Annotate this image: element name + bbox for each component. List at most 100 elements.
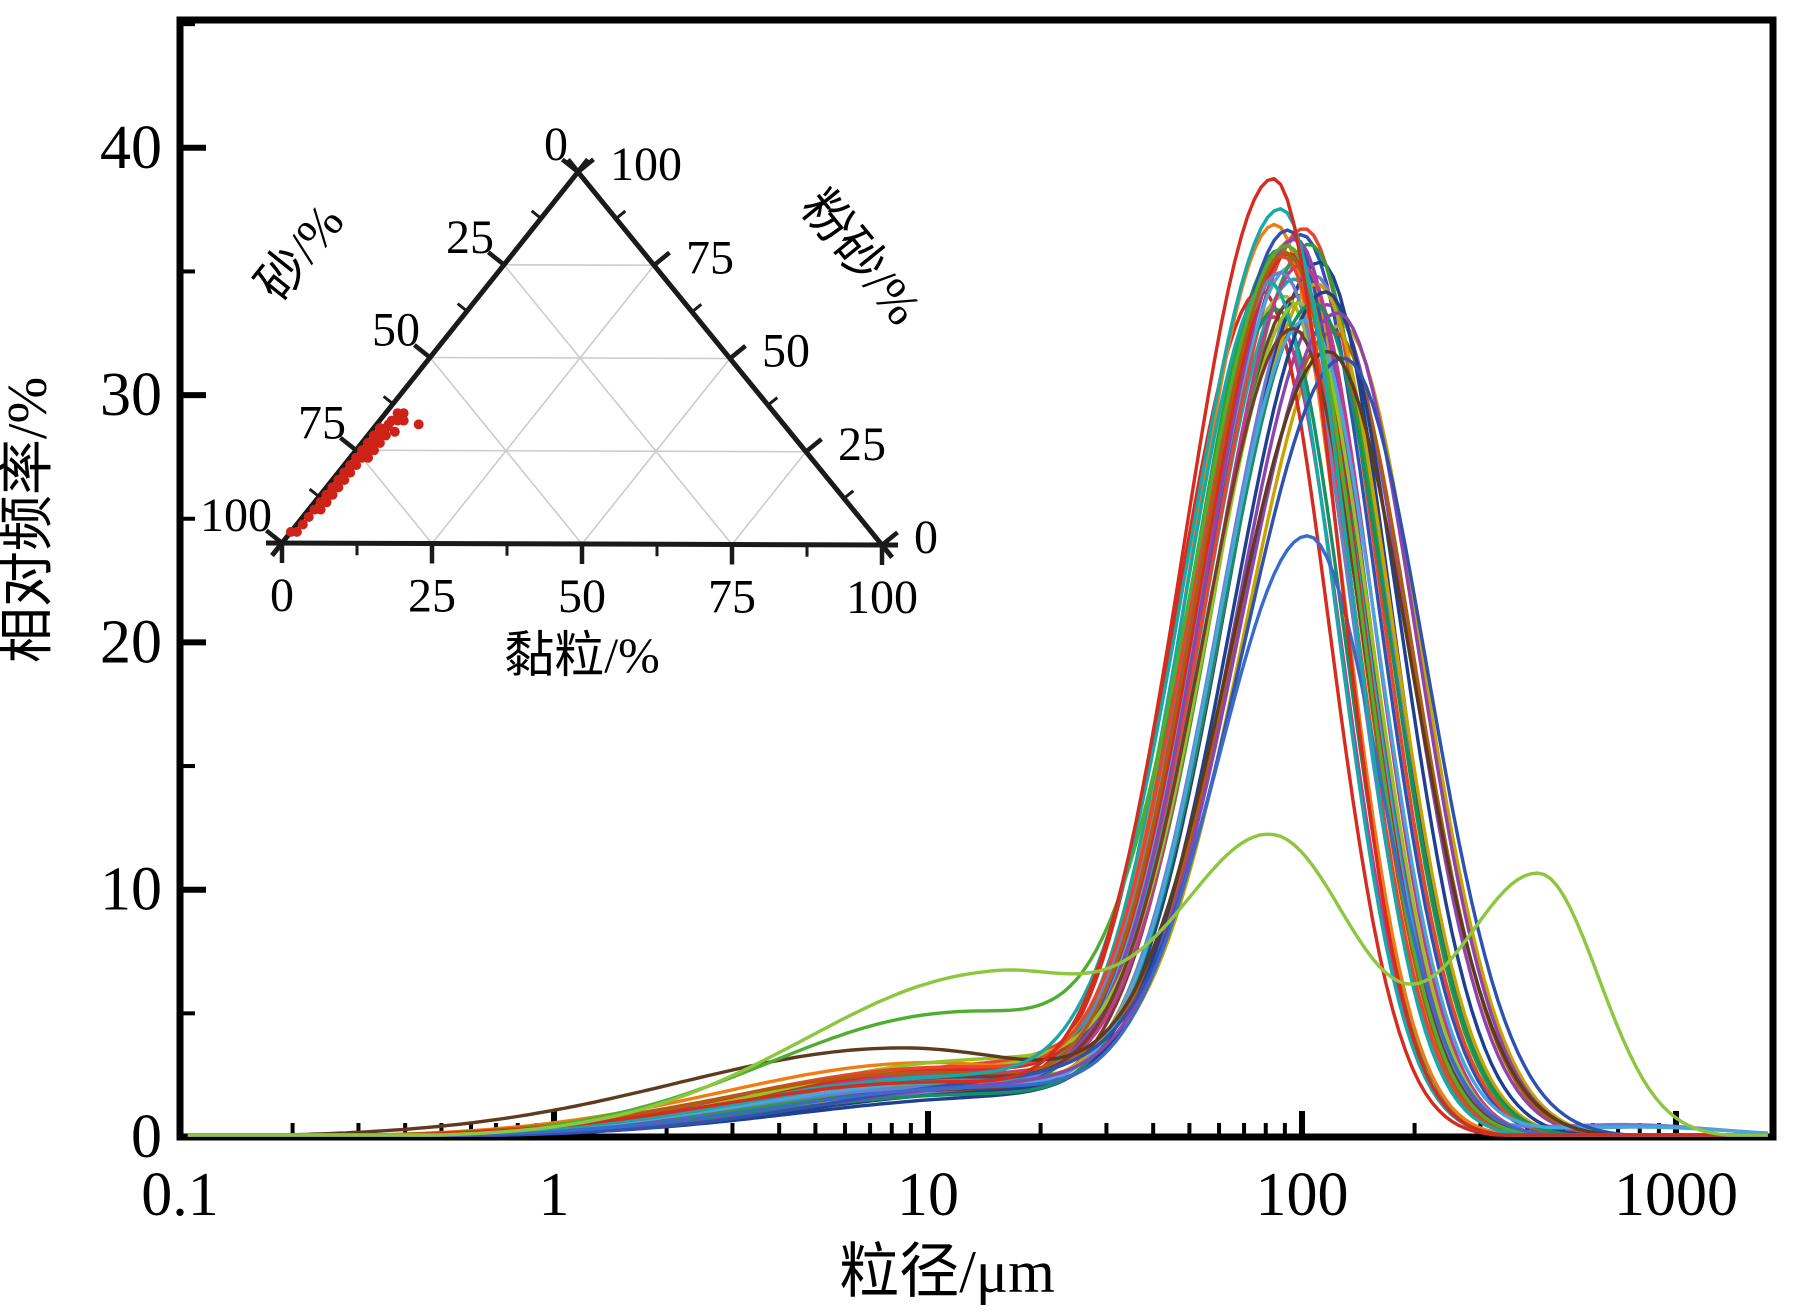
frequency-curve [187,293,1768,1137]
ternary-clay-axis-label: 黏粒/% [504,627,660,683]
frequency-curve [187,242,1768,1137]
ternary-tick [804,437,823,454]
ternary-clay-tick-label: 0 [270,569,294,622]
frequency-curve [187,176,1768,1137]
ternary-tick [560,157,580,174]
ternary-tick [880,530,899,547]
ternary-point [345,467,356,478]
ternary-gridlines [355,263,807,546]
ternary-sand-axis-label: 砂/% [245,194,355,311]
frequency-curve [187,318,1768,1137]
frequency-curve [187,207,1768,1137]
ternary-point [413,419,424,430]
ternary-gridline [503,263,655,267]
ternary-gridline [431,264,655,544]
frequency-curve [187,330,1768,1137]
ternary-silt-tick-label: 100 [610,138,682,191]
y-tick-label: 40 [100,114,162,182]
ternary-silt-tick-label: 75 [686,231,734,284]
y-tick-label: 10 [100,856,162,924]
frequency-curve [187,273,1768,1137]
ternary-point [339,475,350,485]
ternary-clay-tick-label: 25 [408,570,456,623]
y-axis-tick-labels: 0 10 20 30 40 [100,114,162,1171]
frequency-curve [187,288,1768,1137]
frequency-curve [187,260,1768,1137]
ternary-ticks [264,157,899,565]
x-tick-label: 10 [897,1161,959,1229]
ternary-point [389,426,400,437]
ternary-tick [728,344,747,361]
ternary-point [291,526,302,537]
ternary-tick [338,436,358,453]
frequency-curve [187,232,1768,1137]
frequency-curve [187,277,1768,1137]
frequency-curve [187,326,1768,1137]
ternary-tick [530,209,542,220]
ternary-gridline [355,449,433,545]
plot-frame [176,16,1777,1141]
y-axis-label: 相对频率/% [0,377,59,663]
frequency-curve [187,323,1768,1137]
frequency-curve [187,534,1768,1137]
frequency-curve [187,265,1768,1137]
ternary-tick [308,487,320,498]
y-tick-label: 30 [100,361,162,429]
ternary-sand-tick-label: 0 [544,118,568,171]
ternary-point [297,519,308,530]
frequency-curve [187,244,1768,1137]
ternary-clay-tick-label: 75 [708,571,756,624]
ternary-gridline [429,356,731,360]
ternary-silt-tick-label: 50 [762,325,810,378]
x-tick-label: 0.1 [141,1161,219,1229]
ternary-point [398,415,409,426]
ternary-clay-tick-label: 50 [558,570,606,623]
frequency-curve [187,251,1768,1137]
ternary-tick [456,302,468,313]
ternary-point [315,504,326,515]
frequency-curve [187,237,1768,1137]
ternary-point [303,512,314,522]
ternary-sand-tick-label: 100 [200,489,272,542]
ternary-gridline [731,451,807,545]
ternary-point [363,452,374,463]
x-tick-label: 1 [539,1161,570,1229]
frequency-curve [187,254,1768,1137]
y-tick-label: 20 [100,608,162,676]
frequency-curve [187,356,1768,1137]
ternary-point [374,437,385,448]
ternary-silt-tick-label: 25 [838,418,886,471]
frequency-curves [187,176,1768,1137]
ternary-tick [264,528,284,545]
ternary-point [321,497,332,508]
x-axis-label: 粒径/μm [839,1239,1055,1305]
frequency-curve [187,237,1768,1137]
ternary-tick [767,396,779,407]
ternary-gridline [503,264,733,546]
ternary-tick [691,303,703,314]
y-axis-ticks [180,22,206,1016]
ternary-clay-tick-label: 100 [846,571,918,624]
ternary-point [351,460,362,471]
ternary-tick [412,343,432,360]
x-axis-tick-labels: 0.1 1 10 100 1000 [141,1161,1738,1229]
frequency-curve [187,262,1768,1137]
frequency-curve [187,270,1768,1137]
y-tick-label: 0 [131,1103,162,1171]
ternary-point [380,430,391,441]
x-tick-label: 100 [1256,1161,1349,1229]
ternary-tick [843,489,855,500]
ternary-tick [576,157,595,174]
x-axis-ticks [177,1111,1679,1137]
ternary-tick [615,209,627,220]
frequency-curve [187,290,1768,1137]
x-tick-label: 1000 [1614,1161,1738,1229]
ternary-point [398,408,409,419]
ternary-tick [652,250,671,267]
ternary-silt-tick-label: 0 [914,511,938,564]
ternary-sand-tick-label: 50 [372,304,420,357]
ternary-sand-tick-label: 25 [446,211,494,264]
